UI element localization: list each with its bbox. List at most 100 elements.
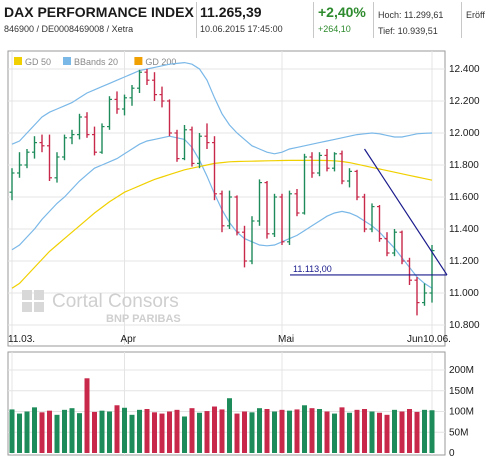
volume-bar [294, 409, 300, 453]
volume-bar [189, 408, 195, 453]
volume-tick-label: 50M [449, 427, 468, 438]
price-bar [17, 152, 22, 178]
volume-bar [362, 409, 367, 453]
volume-bar [39, 412, 45, 453]
price-bar [174, 129, 180, 162]
y-tick-label: 12.000 [449, 128, 480, 139]
price-bar [399, 230, 405, 265]
volume-bar [257, 408, 262, 453]
volume-bar [114, 405, 120, 453]
volume-bar [129, 414, 135, 453]
price-bar [54, 152, 60, 183]
price-bar [167, 99, 172, 137]
y-tick-label: 11.600 [449, 192, 479, 203]
price-bar [182, 125, 187, 161]
y-tick-label: 11.000 [449, 288, 479, 299]
legend-swatch [134, 57, 143, 65]
volume-tick-label: 200M [449, 365, 474, 376]
broker-logo-icon [22, 290, 44, 312]
volume-bar [422, 409, 427, 453]
y-tick-label: 10.800 [449, 320, 480, 331]
volume-bar [54, 414, 60, 453]
price-bar [429, 245, 435, 303]
volume-bar [122, 407, 127, 453]
price-bar [272, 193, 277, 237]
volume-bar [144, 409, 150, 453]
volume-bar [17, 413, 22, 453]
quote-datetime: 10.06.2015 17:45:00 [200, 24, 283, 34]
price-bar [242, 225, 247, 268]
support-label: 11.113,00 [293, 264, 332, 274]
price-bar [287, 190, 292, 245]
volume-bar [92, 411, 97, 453]
price-bar [362, 193, 367, 233]
volume-bar [414, 411, 420, 453]
price-bar [152, 72, 157, 101]
price-bar [197, 133, 202, 169]
trend-annotation: 11.113,00 [290, 148, 448, 276]
change-percent: +2,40% [318, 4, 366, 20]
volume-bar [69, 408, 75, 453]
volume-bar [234, 413, 240, 453]
legend-label: GD 50 [25, 57, 51, 67]
volume-bar [159, 413, 165, 453]
volume-bar [339, 407, 345, 453]
price-chart: Cortal Consors BNP PARIBAS GD 50 BBands 2… [7, 50, 480, 459]
volume-bar [309, 408, 315, 453]
volume-bar [407, 409, 412, 453]
volume-bar [24, 411, 30, 453]
volume-bar [137, 409, 142, 453]
chart-legend: GD 50 BBands 20 GD 200 [14, 57, 176, 67]
price-bar [69, 129, 75, 145]
x-tick-label: Mai [278, 334, 294, 345]
volume-bar [347, 412, 352, 453]
price-bar [377, 205, 382, 242]
instrument-name: DAX PERFORMANCE INDEX [4, 4, 194, 20]
price-bar [24, 149, 30, 169]
volume-bar [429, 410, 435, 453]
change-absolute: +264,10 [318, 24, 351, 34]
price-bar [392, 229, 397, 257]
price-bar [339, 150, 345, 185]
gd50-line [11, 159, 433, 289]
price-bar [317, 152, 322, 177]
price-bar [219, 190, 225, 233]
y-tick-label: 12.200 [449, 96, 480, 107]
price-bar [99, 123, 105, 154]
header-divider [313, 2, 314, 38]
volume-bar [84, 378, 90, 453]
day-high: Hoch: 11.299,61 [378, 10, 444, 20]
y-tick-label: 11.400 [449, 224, 479, 235]
watermark-line2: BNP PARIBAS [106, 313, 181, 325]
volume-bar [399, 411, 405, 453]
price-bar [302, 153, 307, 215]
volume-bar [32, 407, 37, 453]
legend-swatch [63, 57, 71, 65]
volume-tick-label: 100M [449, 407, 474, 418]
volume-bar [264, 409, 270, 453]
volume-bar [354, 409, 360, 453]
trendline-right [363, 148, 448, 276]
volume-bar [197, 412, 202, 453]
last-price: 11.265,39 [200, 4, 262, 20]
price-bar [324, 149, 330, 172]
header-divider [461, 2, 462, 38]
volume-bar [332, 413, 337, 453]
price-bar [384, 232, 390, 257]
volume-bar [47, 410, 52, 453]
legend-swatch [14, 57, 22, 65]
price-bar [39, 134, 45, 153]
volume-bar [377, 412, 382, 453]
volume-bar [369, 411, 375, 453]
price-bar [77, 113, 82, 140]
price-bar [159, 86, 165, 108]
day-low: Tief: 10.939,51 [378, 26, 438, 36]
y-tick-label: 11.200 [449, 256, 479, 267]
volume-bar [317, 409, 322, 453]
price-bar [347, 168, 352, 188]
price-bar [32, 136, 37, 159]
volume-bar [287, 410, 292, 453]
volume-bar [242, 411, 247, 453]
x-tick-label: Apr [121, 334, 137, 345]
price-bar [62, 134, 67, 161]
